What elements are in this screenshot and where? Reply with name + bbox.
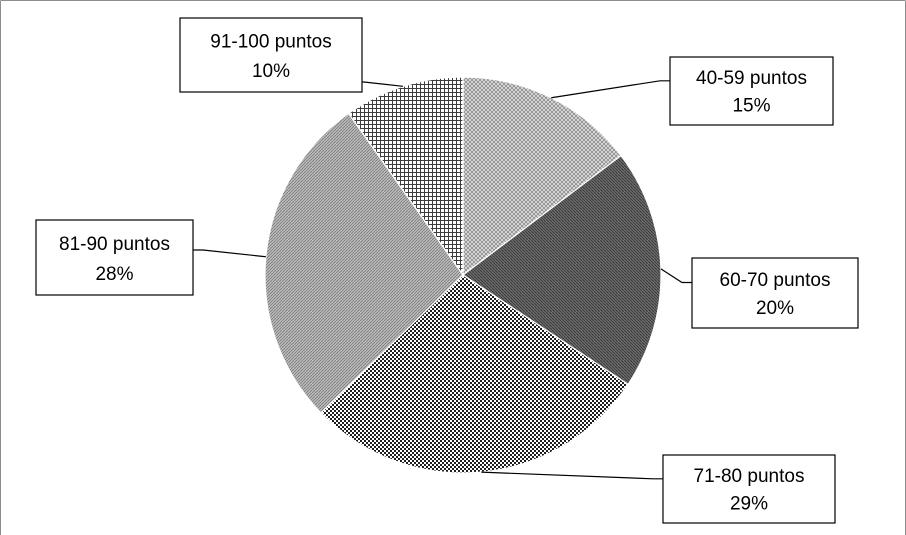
data-label-81-90-puntos: 81-90 puntos 28% [35, 219, 194, 296]
data-label-40-59-puntos: 40-59 puntos 15% [669, 56, 834, 126]
data-label-box [179, 17, 363, 93]
data-label-91-100-puntos: 91-100 puntos 10% [179, 17, 363, 93]
leader-line-81-90-puntos [193, 249, 266, 258]
slice-percent-label: 29% [730, 493, 768, 514]
data-label-60-70-puntos: 60-70 puntos 20% [691, 257, 859, 329]
slice-percent-label: 15% [732, 95, 770, 116]
data-label-71-80-puntos: 71-80 puntos 29% [662, 454, 836, 524]
pie-slice-40-59-puntos [462, 76, 622, 277]
data-labels: 40-59 puntos 15% 60-70 puntos 20% 71-80 punt… [35, 17, 859, 524]
slice-category-label: 71-80 puntos [694, 466, 805, 487]
pie-slices [264, 76, 662, 474]
pie-slice-60-70-puntos [461, 154, 662, 386]
data-label-box [662, 454, 836, 524]
data-label-box [691, 257, 859, 329]
leader-line-40-59-puntos [551, 80, 670, 99]
pie-slice-91-100-puntos [347, 76, 464, 277]
data-label-box [35, 219, 194, 296]
slice-percent-label: 10% [252, 61, 290, 82]
leader-line-60-70-puntos [660, 268, 692, 284]
slice-category-label: 40-59 puntos [696, 68, 807, 89]
leader-lines [193, 80, 692, 480]
pie-slice-71-80-puntos [320, 274, 629, 474]
slice-category-label: 60-70 puntos [720, 270, 831, 291]
slice-percent-label: 20% [756, 298, 794, 319]
leader-line-71-80-puntos [481, 471, 663, 480]
slice-category-label: 81-90 puntos [59, 234, 170, 255]
slice-percent-label: 28% [95, 264, 133, 285]
data-label-box [669, 56, 834, 126]
slice-category-label: 91-100 puntos [210, 32, 332, 53]
